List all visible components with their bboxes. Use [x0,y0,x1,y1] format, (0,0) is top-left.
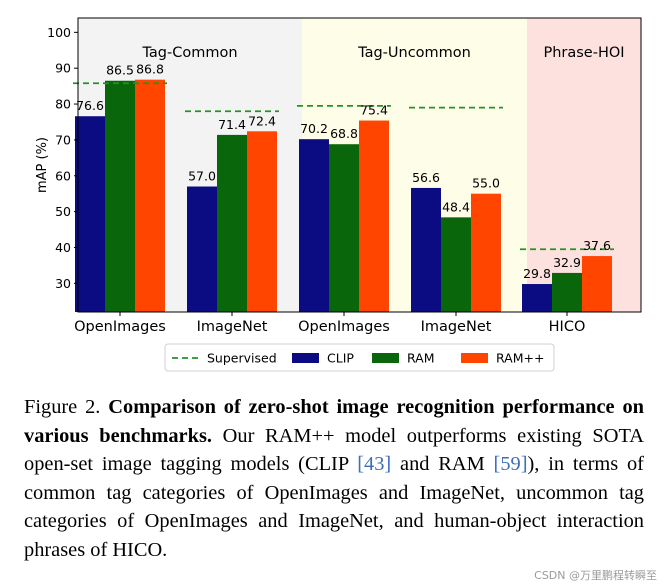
value-label-1-3: 48.4 [442,199,470,214]
bar-ramplusplus-0 [135,79,165,312]
watermark: CSDN @万里鹏程转瞬至 [534,569,657,582]
figure-caption: Figure 2. Comparison of zero-shot image … [24,393,644,565]
panel-title-0: Tag-Common [141,45,237,61]
caption-text-1: Our RAM++ model outperforms existing SOT… [24,424,644,476]
bar-clip-2 [299,139,329,312]
legend-label-ramplusplus: RAM++ [496,351,544,366]
bar-ram-2 [329,144,359,312]
legend-box [164,343,555,372]
benchmark-chart: Tag-Common Tag-Uncommon Phrase-HOI 76.6 57.0… [35,17,642,372]
citation-link-59[interactable]: [59] [493,453,528,476]
bar-ramplusplus-3 [471,193,501,312]
bar-ram-4 [552,272,582,312]
legend-label-supervised: Supervised [207,351,277,366]
y-tick-label-1: 40 [55,240,71,255]
legend-swatch-ramplusplus [461,353,488,363]
value-label-1-1: 71.4 [218,117,246,132]
value-label-0-0: 76.6 [76,98,104,113]
value-label-2-0: 86.8 [136,62,164,77]
legend-swatch-clip [292,353,319,363]
x-tick-label-4: HICO [549,319,586,335]
panel-title-2: Phrase-HOI [543,45,624,61]
value-label-2-1: 72.4 [248,113,276,128]
y-axis-label: mAP (%) [35,137,50,193]
legend-label-clip: CLIP [327,351,354,366]
bar-ram-1 [217,134,247,312]
bar-ramplusplus-2 [359,120,389,312]
y-tick-label-3: 60 [55,168,71,183]
value-label-0-3: 56.6 [412,170,440,185]
caption-text-2: and RAM [400,453,485,476]
y-tick-label-5: 80 [55,97,71,112]
bar-clip-3 [411,187,441,312]
caption-text-3: ), in terms of common tag categories of … [24,453,644,561]
bar-ram-0 [105,80,135,313]
citation-link-43[interactable]: [43] [357,453,392,476]
legend: Supervised CLIP RAM RAM++ [164,343,555,372]
x-tick-label-1: ImageNet [197,319,268,335]
caption-bold-title: Comparison of zero-shot image recognitio… [24,396,644,447]
y-tick-label-2: 50 [55,204,71,219]
bar-clip-0 [75,116,105,313]
value-label-0-4: 29.8 [523,266,551,281]
bar-ramplusplus-1 [247,131,277,312]
legend-swatch-ram [372,353,399,363]
bar-clip-1 [187,186,217,312]
y-tick-label-4: 70 [55,132,71,147]
x-tick-label-2: OpenImages [298,319,390,335]
plot-frame [77,17,642,313]
value-label-2-2: 75.4 [360,103,388,118]
x-tick-label-0: OpenImages [74,319,166,335]
value-label-2-4: 37.6 [583,238,611,253]
x-tick-label-3: ImageNet [421,319,492,335]
value-label-2-3: 55.0 [472,176,500,191]
y-tick-label-0: 30 [55,276,71,291]
bar-ram-3 [441,217,471,312]
value-label-1-2: 68.8 [330,126,358,141]
panel-title-1: Tag-Uncommon [357,45,471,61]
legend-label-ram: RAM [407,351,435,366]
value-label-0-2: 70.2 [300,121,328,136]
value-label-0-1: 57.0 [188,169,216,184]
y-tick-label-7: 100 [47,25,71,40]
bar-ramplusplus-4 [582,256,612,312]
bar-clip-4 [522,284,552,312]
y-tick-label-6: 90 [55,61,71,76]
value-label-1-0: 86.5 [106,63,134,78]
caption-prefix: Figure 2. [24,396,101,418]
value-label-1-4: 32.9 [553,255,581,270]
